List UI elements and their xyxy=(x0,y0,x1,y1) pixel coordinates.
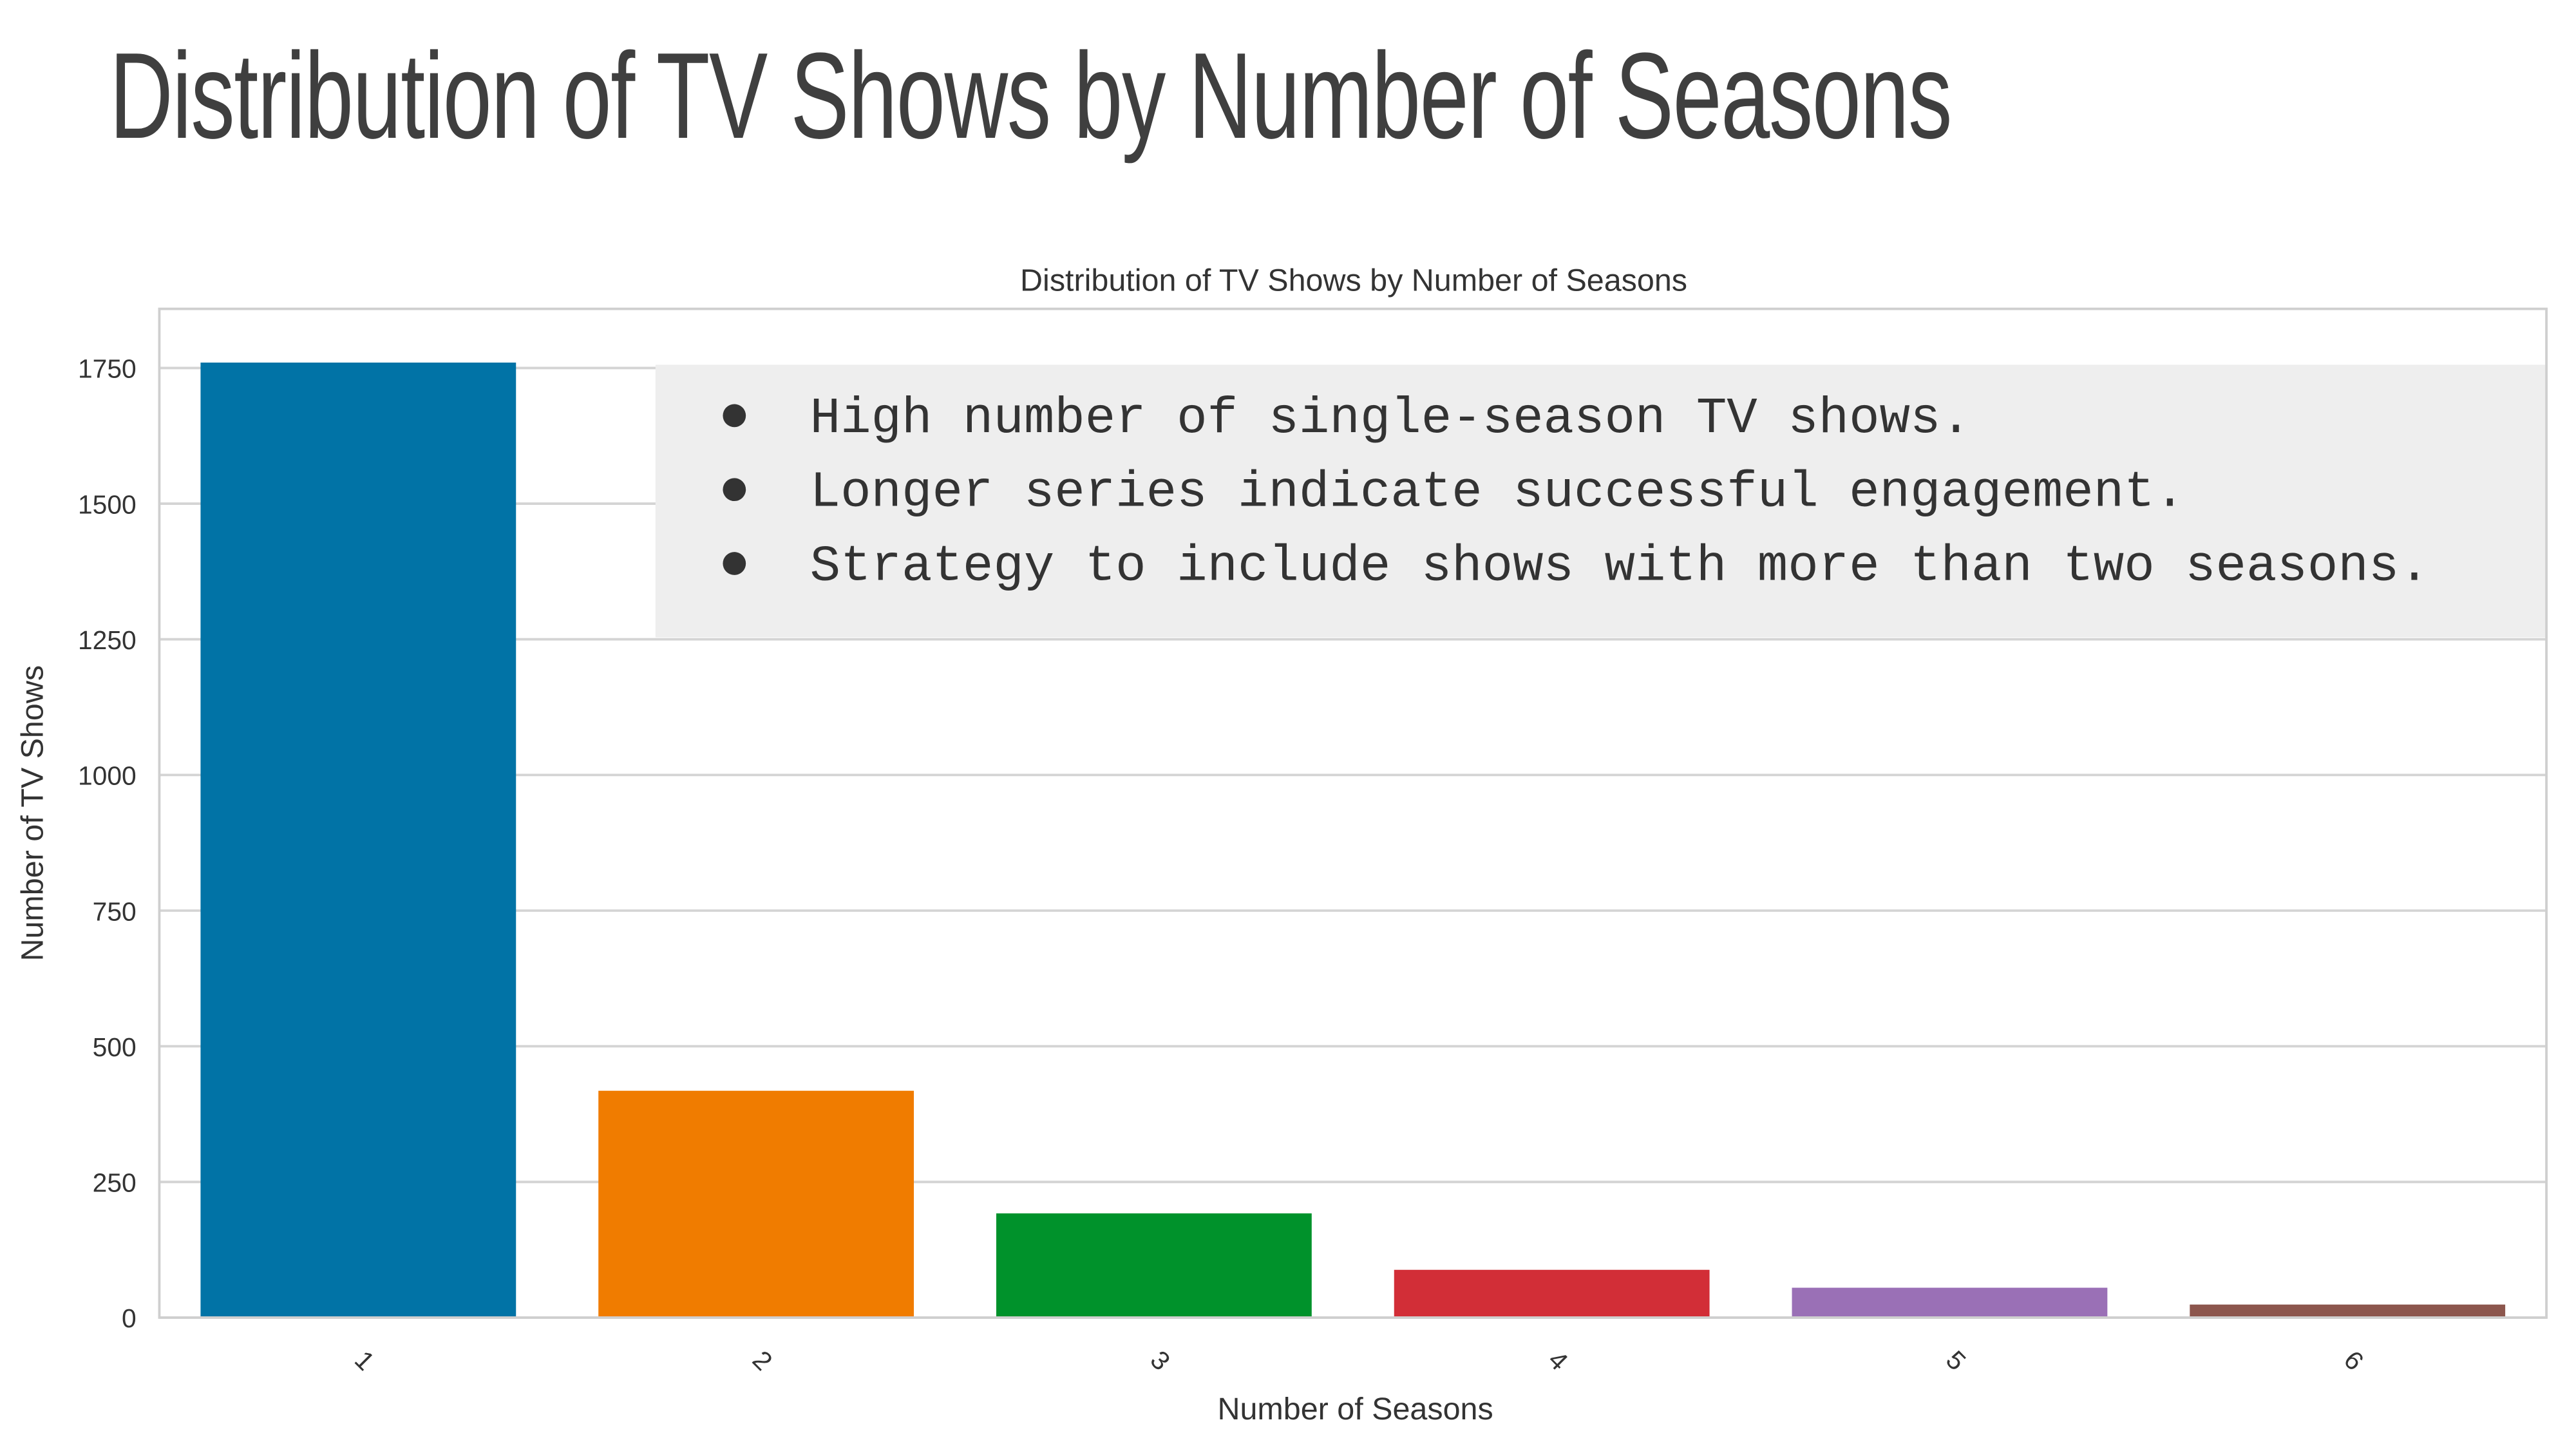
bar-season-2 xyxy=(598,1090,914,1318)
x-tick-label: 3 xyxy=(1144,1345,1176,1376)
x-tick-label: 2 xyxy=(747,1345,779,1376)
y-tick-label: 750 xyxy=(93,896,137,926)
bar-season-6 xyxy=(2190,1304,2506,1318)
bar-season-3 xyxy=(996,1213,1312,1318)
y-tick-label: 1500 xyxy=(78,489,137,519)
annotation-background xyxy=(655,365,2547,638)
bars xyxy=(200,363,2506,1318)
y-tick-label: 1250 xyxy=(78,625,137,655)
y-tick-label: 250 xyxy=(93,1168,137,1198)
x-tick-label: 4 xyxy=(1542,1345,1574,1376)
bar-season-4 xyxy=(1394,1269,1710,1318)
annotation-bullet: High number of single-season TV shows. xyxy=(810,390,1971,448)
y-tick-labels: 0 250 500 750 1000 1250 1500 1750 xyxy=(78,354,137,1333)
bullet-icon xyxy=(723,404,746,428)
x-axis-label: Number of Seasons xyxy=(1217,1392,1493,1426)
y-tick-label: 0 xyxy=(122,1303,137,1333)
bullet-icon xyxy=(723,478,746,502)
bullet-icon xyxy=(723,552,746,575)
y-tick-label: 1000 xyxy=(78,761,137,791)
x-tick-label: 5 xyxy=(1940,1345,1972,1376)
bar-season-5 xyxy=(1792,1287,2108,1318)
slide-title: Distribution of TV Shows by Number of Se… xyxy=(109,28,1952,164)
annotation-bullet: Strategy to include shows with more than… xyxy=(810,538,2430,596)
x-tick-label: 1 xyxy=(349,1345,381,1376)
plot-frame xyxy=(158,307,2548,1319)
annotation-box: High number of single-season TV shows. Lo… xyxy=(655,365,2547,638)
chart-title: Distribution of TV Shows by Number of Se… xyxy=(1020,263,1687,298)
y-tick-label: 500 xyxy=(93,1032,137,1062)
x-tick-label: 6 xyxy=(2338,1345,2370,1376)
annotation-bullet: Longer series indicate successful engage… xyxy=(810,464,2185,522)
bar-season-1 xyxy=(200,363,516,1318)
y-axis-label: Number of TV Shows xyxy=(15,665,50,961)
y-tick-label: 1750 xyxy=(78,354,137,384)
x-tick-labels: 1 2 3 4 5 6 xyxy=(349,1345,2369,1376)
